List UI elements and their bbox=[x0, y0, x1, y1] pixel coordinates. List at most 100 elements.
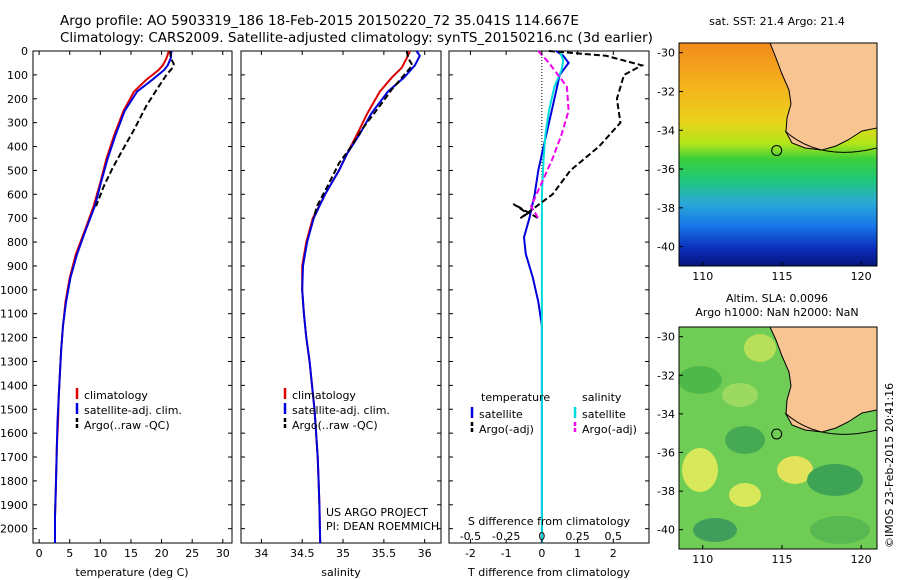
sst-depth-contour bbox=[784, 130, 877, 153]
legend-entry: satellite bbox=[582, 408, 626, 421]
sst-land bbox=[769, 43, 877, 151]
temperature-series-argo bbox=[95, 50, 175, 207]
x-tick-label: 10 bbox=[93, 547, 107, 560]
lon-tick-label: 110 bbox=[692, 553, 713, 566]
salinity-series-sat bbox=[301, 50, 421, 544]
x-tick-label: 34.5 bbox=[290, 547, 315, 560]
sla-blob bbox=[729, 483, 761, 507]
depth-tick-label: 1700 bbox=[0, 451, 28, 464]
depth-tick-label: 1300 bbox=[0, 355, 28, 368]
depth-tick-label: 1100 bbox=[0, 308, 28, 321]
depth-tick-label: 1000 bbox=[0, 284, 28, 297]
legend-entry: Argo(-adj) bbox=[479, 423, 534, 436]
temperature-plot-frame bbox=[32, 50, 233, 544]
title-line-2: Climatology: CARS2009. Satellite-adjuste… bbox=[60, 30, 653, 46]
legend-header-temperature: temperature bbox=[481, 391, 550, 404]
x-tick-label: 0 bbox=[36, 547, 43, 560]
lat-tick-label: -38 bbox=[657, 202, 675, 215]
lat-tick-label: -34 bbox=[657, 124, 675, 137]
legend-entry: climatology bbox=[84, 389, 148, 402]
depth-tick-label: 0 bbox=[21, 45, 28, 58]
lat-tick-label: -40 bbox=[657, 524, 675, 537]
lat-tick-label: -36 bbox=[657, 163, 675, 176]
x-tick-label: 15 bbox=[124, 547, 138, 560]
s-tick-label: 0.25 bbox=[565, 530, 590, 543]
legend-entry: satellite-adj. clim. bbox=[292, 404, 390, 417]
x-tick-label: 20 bbox=[155, 547, 169, 560]
x-tick-label: 5 bbox=[66, 547, 73, 560]
sla-map: Altim. SLA: 0.0096 Argo h1000: NaN h2000… bbox=[657, 292, 878, 566]
title-line-1: Argo profile: AO 5903319_186 18-Feb-2015… bbox=[60, 13, 579, 29]
lon-tick-label: 120 bbox=[851, 270, 872, 283]
depth-tick-label: 800 bbox=[7, 236, 28, 249]
depth-tick-label: 600 bbox=[7, 188, 28, 201]
legend-entry: satellite bbox=[479, 408, 523, 421]
x-tick-label: 0 bbox=[538, 547, 545, 560]
x-tick-label: 36 bbox=[418, 547, 432, 560]
sla-map-frame bbox=[678, 326, 878, 550]
x-tick-label: -1 bbox=[501, 547, 512, 560]
lon-tick-label: 115 bbox=[771, 553, 792, 566]
sla-blob bbox=[679, 366, 722, 394]
x-tick-label: 1 bbox=[574, 547, 581, 560]
x-tick-label: 35.5 bbox=[372, 547, 397, 560]
credit-line-2: PI: DEAN ROEMMICH bbox=[326, 520, 439, 533]
depth-tick-label: 100 bbox=[7, 69, 28, 82]
legend-header-salinity: salinity bbox=[582, 391, 622, 404]
sst-profile-marker bbox=[771, 144, 783, 156]
sla-map-title-2: Argo h1000: NaN h2000: NaN bbox=[695, 306, 858, 319]
depth-tick-label: 700 bbox=[7, 212, 28, 225]
sla-profile-marker bbox=[771, 428, 783, 440]
depth-tick-label: 1900 bbox=[0, 499, 28, 512]
sla-blob bbox=[810, 516, 870, 544]
lat-tick-label: -30 bbox=[657, 47, 675, 60]
lat-tick-label: -40 bbox=[657, 241, 675, 254]
sla-blob bbox=[693, 518, 737, 542]
depth-tick-label: 1400 bbox=[0, 379, 28, 392]
s-tick-label: -0.5 bbox=[460, 530, 481, 543]
sla-blob bbox=[682, 448, 718, 492]
temperature-series-sat bbox=[54, 50, 173, 543]
salinity-xlabel: salinity bbox=[321, 566, 361, 579]
depth-tick-label: 1200 bbox=[0, 332, 28, 345]
depth-tick-label: 200 bbox=[7, 93, 28, 106]
lat-tick-label: -36 bbox=[657, 446, 675, 459]
difference-panel: -2 -1 0 1 2 -0.5 -0.25 0 0.25 0.5 T difference fr… bbox=[448, 50, 650, 579]
difference-legend: temperature salinity satellite Argo(-adj) sa… bbox=[470, 391, 637, 436]
lat-tick-label: -30 bbox=[657, 331, 675, 344]
differences-series-T_argo bbox=[512, 50, 645, 220]
sla-depth-contour bbox=[784, 412, 877, 435]
salinity-series-argo bbox=[312, 50, 414, 219]
differences-series-T_sat bbox=[522, 50, 570, 543]
lon-tick-label: 120 bbox=[851, 553, 872, 566]
x-tick-label: 34 bbox=[254, 547, 268, 560]
sla-map-title-1: Altim. SLA: 0.0096 bbox=[726, 292, 828, 305]
sst-map-frame bbox=[678, 42, 878, 267]
depth-tick-label: 1800 bbox=[0, 475, 28, 488]
temperature-panel: 0100200300400500600700800900100011001200… bbox=[0, 45, 233, 579]
x-tick-label: -2 bbox=[465, 547, 476, 560]
lat-tick-label: -32 bbox=[657, 85, 675, 98]
sla-blob bbox=[725, 426, 765, 454]
temperature-xlabel: temperature (deg C) bbox=[75, 566, 188, 579]
lon-tick-label: 115 bbox=[771, 270, 792, 283]
salinity-legend: climatology satellite-adj. clim. Argo(..ra… bbox=[283, 388, 390, 432]
depth-tick-label: 1600 bbox=[0, 427, 28, 440]
sst-map-title: sat. SST: 21.4 Argo: 21.4 bbox=[709, 15, 845, 28]
lat-tick-label: -34 bbox=[657, 408, 675, 421]
legend-entry: Argo(-adj) bbox=[582, 423, 637, 436]
salinity-plot-frame bbox=[240, 50, 442, 544]
t-difference-xlabel: T difference from climatology bbox=[467, 566, 630, 579]
imos-stamp: ©IMOS 23-Feb-2015 20:41:16 bbox=[883, 383, 896, 548]
credit-line-1: US ARGO PROJECT bbox=[326, 506, 428, 519]
differences-series-S_argo bbox=[529, 50, 570, 219]
sla-blob bbox=[744, 334, 776, 362]
depth-tick-label: 900 bbox=[7, 260, 28, 273]
depth-tick-label: 2000 bbox=[0, 523, 28, 536]
depth-tick-label: 1500 bbox=[0, 403, 28, 416]
x-tick-label: 35 bbox=[336, 547, 350, 560]
temperature-legend: climatology satellite-adj. clim. Argo(..ra… bbox=[75, 388, 182, 432]
sst-map: sat. SST: 21.4 Argo: 21.4 bbox=[657, 15, 878, 283]
legend-entry: climatology bbox=[292, 389, 356, 402]
